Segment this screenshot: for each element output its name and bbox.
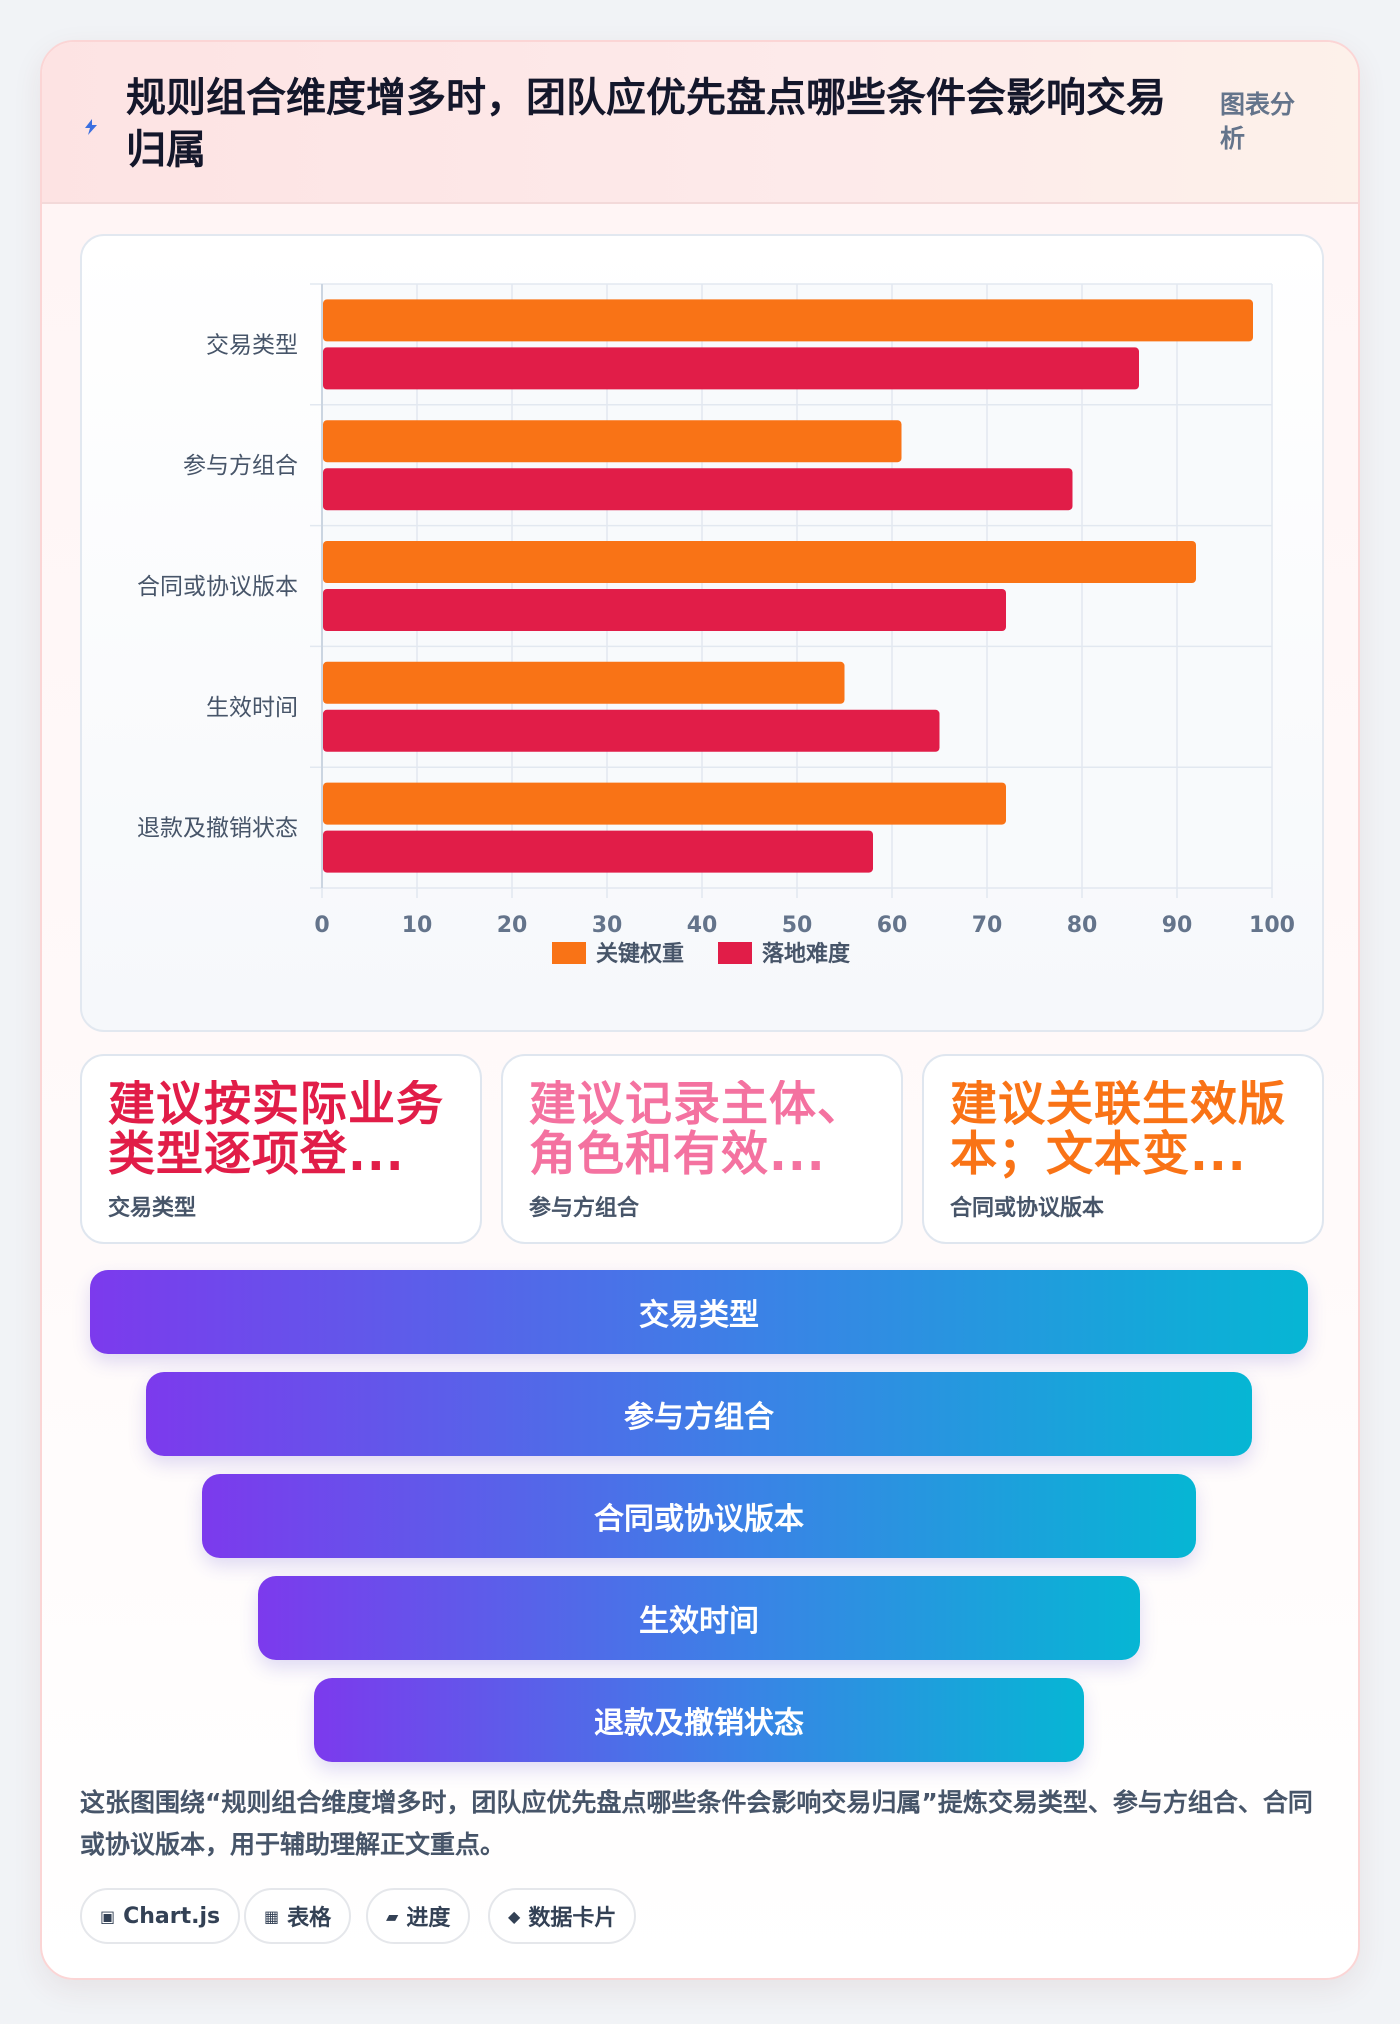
legend-swatch	[552, 942, 586, 964]
x-tick-label: 40	[687, 913, 718, 938]
bar-difficulty	[323, 830, 873, 873]
chip-data-card[interactable]: ◆ 数据卡片	[488, 1888, 637, 1944]
kpi-label: 合同或协议版本	[950, 1196, 1105, 1221]
x-tick-label: 60	[877, 913, 908, 938]
y-tick-label: 交易类型	[206, 332, 298, 358]
bar-difficulty	[323, 347, 1139, 390]
bar-difficulty	[323, 468, 1073, 511]
y-tick-label: 合同或协议版本	[137, 574, 298, 600]
funnel-stage: 交易类型	[90, 1270, 1308, 1354]
chart-icon: ▣	[100, 1906, 116, 1926]
x-tick-label: 30	[592, 913, 623, 938]
category-tag: 图表分析	[1220, 90, 1296, 153]
chip-progress[interactable]: ▰ 进度	[366, 1888, 471, 1944]
chip-table[interactable]: ▦ 表格	[244, 1888, 352, 1944]
kpi-label: 交易类型	[108, 1196, 197, 1221]
bar-difficulty	[323, 589, 1006, 631]
x-tick-label: 90	[1162, 913, 1193, 938]
y-tick-label: 生效时间	[206, 695, 298, 721]
page-title: 规则组合维度增多时，团队应优先盘点哪些条件会影响交易归属	[126, 75, 1166, 173]
bar-weight	[323, 299, 1253, 342]
bar-chart-panel: 0 10 20 30 40 50 60 70 80 90 100 交易类型参与方组合合同或协议版本生效…	[80, 234, 1324, 1032]
legend-swatch	[718, 942, 752, 964]
kpi-value: 建议记录主体、角色和有效...	[529, 1080, 865, 1180]
x-tick-label: 20	[497, 913, 528, 938]
chip-chartjs[interactable]: ▣ Chart.js	[80, 1888, 241, 1944]
table-icon: ▦	[264, 1906, 280, 1926]
x-tick-label: 0	[314, 913, 329, 938]
chip-label: Chart.js	[123, 1903, 221, 1929]
x-tick-label: 10	[402, 913, 433, 938]
bar-difficulty	[323, 709, 940, 752]
bar-weight	[323, 661, 845, 704]
y-tick-label: 退款及撤销状态	[137, 816, 298, 842]
chip-label: 数据卡片	[528, 1906, 617, 1931]
bar-chart: 0 10 20 30 40 50 60 70 80 90 100 交易类型参与方组合合同或协议版本生效…	[137, 283, 1295, 967]
x-tick-label: 70	[972, 913, 1003, 938]
chip-label: 进度	[406, 1906, 451, 1931]
x-tick-label: 80	[1067, 913, 1098, 938]
summary-text: 这张图围绕“规则组合维度增多时，团队应优先盘点哪些条件会影响交易归属”提炼交易类…	[80, 1788, 1313, 1859]
kpi-card: 建议记录主体、角色和有效... 参与方组合	[501, 1054, 903, 1244]
funnel-stage: 合同或协议版本	[202, 1474, 1196, 1558]
legend-label: 落地难度	[762, 941, 851, 967]
legend-label: 关键权重	[596, 941, 684, 967]
progress-icon: ▰	[386, 1906, 399, 1926]
kpi-label: 参与方组合	[529, 1196, 640, 1221]
chip-label: 表格	[287, 1906, 332, 1931]
funnel-stage: 生效时间	[258, 1576, 1140, 1660]
x-tick-label: 100	[1249, 913, 1295, 938]
report-card: 规则组合维度增多时，团队应优先盘点哪些条件会影响交易归属 图表分析 0 10 20 3…	[40, 40, 1360, 1980]
y-tick-label: 参与方组合	[183, 453, 298, 479]
bolt-icon	[85, 119, 97, 135]
kpi-cards: 建议按实际业务类型逐项登... 交易类型 建议记录主体、角色和有效... 参与方…	[80, 1054, 1324, 1244]
funnel-stage: 参与方组合	[146, 1372, 1252, 1456]
kpi-card: 建议按实际业务类型逐项登... 交易类型	[80, 1054, 482, 1244]
funnel: 交易类型 参与方组合 合同或协议版本 生效时间 退款及撤销状态	[42, 1270, 1358, 1810]
bar-weight	[323, 782, 1006, 825]
kpi-value: 建议关联生效版本；文本变...	[950, 1080, 1286, 1180]
card-header: 规则组合维度增多时，团队应优先盘点哪些条件会影响交易归属 图表分析	[42, 42, 1358, 204]
x-tick-label: 50	[782, 913, 813, 938]
card-icon: ◆	[508, 1906, 521, 1926]
bar-weight	[323, 420, 902, 463]
kpi-card: 建议关联生效版本；文本变... 合同或协议版本	[922, 1054, 1324, 1244]
kpi-value: 建议按实际业务类型逐项登...	[108, 1080, 444, 1180]
funnel-stage: 退款及撤销状态	[314, 1678, 1084, 1762]
bar-weight	[323, 541, 1196, 583]
